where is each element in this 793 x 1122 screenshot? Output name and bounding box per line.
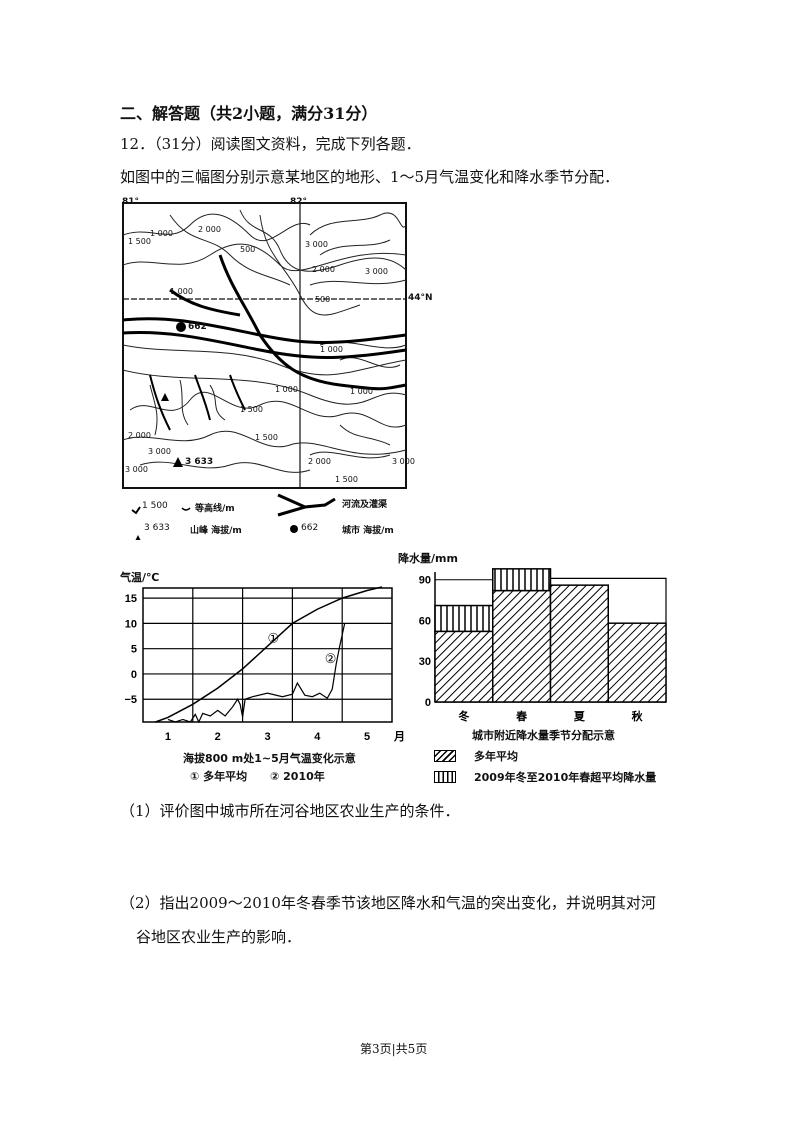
question-header: 12．（31分）阅读图文资料，完成下列各题． — [120, 135, 421, 153]
city-elevation: 662 — [188, 322, 207, 332]
city-marker — [176, 322, 186, 332]
x-tick-label: 3 — [264, 731, 270, 743]
category-label: 春 — [516, 709, 528, 723]
contour-label: 3 000 — [125, 465, 148, 474]
category-label: 秋 — [632, 709, 644, 723]
contour-label: 1 500 — [255, 433, 278, 442]
y-tick-label: 30 — [419, 656, 431, 668]
bar-average — [549, 584, 609, 703]
legend-peak-label: 山峰 海拔/m — [190, 526, 242, 536]
contour-label: 3 000 — [365, 267, 388, 276]
topographic-map: 81° 82° 44°N 1 000 1 500 2 000 3 000 2 0… — [110, 195, 433, 545]
precipitation-plot: 0 30 60 90 冬 春 夏 秋 — [419, 568, 667, 723]
section-title: 二、解答题（共2小题，满分31分） — [120, 104, 378, 123]
precip-ylabel: 降水量/mm — [398, 552, 458, 565]
y-tick-label: 5 — [131, 644, 137, 656]
contour-label: 500 — [240, 245, 256, 254]
y-tick-label: 60 — [419, 615, 431, 627]
bar-excess — [434, 604, 494, 633]
bar-excess — [492, 568, 552, 592]
longitude-82: 82° — [290, 197, 308, 207]
contour-label: 2 000 — [128, 431, 151, 440]
y-tick-label: 10 — [125, 618, 137, 630]
page-footer: 第3页|共5页 — [360, 1042, 428, 1056]
contour-label: 3 000 — [148, 447, 171, 456]
contour-label: 1 000 — [150, 229, 173, 238]
longitude-81: 81° — [122, 197, 140, 207]
bar-average — [492, 589, 552, 703]
plot-frame — [142, 587, 393, 723]
sub-question-1: （1）评价图中城市所在河谷地区农业生产的条件． — [120, 802, 460, 820]
contour-label: 1 500 — [240, 405, 263, 414]
legend-contour-sample: 1 500 — [142, 501, 168, 511]
contour-label: 2 000 — [198, 225, 221, 234]
series-line-2 — [167, 623, 346, 724]
legend-river-label: 河流及灌渠 — [342, 500, 388, 510]
temp-legend-average: ① 多年平均 — [190, 770, 248, 783]
x-axis-unit: 月 — [393, 730, 405, 743]
y-tick-label: 15 — [125, 593, 137, 605]
peak-elevation: 3 633 — [185, 457, 214, 467]
bar-average — [607, 622, 667, 703]
precip-legend-excess: 2009年冬至2010年春超平均降水量 — [474, 771, 657, 784]
bar-average — [434, 630, 494, 703]
contour-label: 1 500 — [335, 475, 358, 484]
series-marker-1: ① — [268, 631, 280, 646]
peak-marker — [173, 457, 183, 467]
contour-label: 1 500 — [128, 237, 151, 246]
latitude-44n: 44°N — [408, 293, 433, 303]
sub-question-2-line2: 谷地区农业生产的影响． — [136, 928, 302, 946]
precip-chart-title: 城市附近降水量季节分配示意 — [472, 729, 615, 742]
map-drawing — [122, 202, 407, 545]
contour-label: 1 000 — [275, 385, 298, 394]
temp-legend-2010: ② 2010年 — [270, 770, 325, 783]
contour-label: 3 000 — [305, 240, 328, 249]
contour-label: 2 000 — [308, 457, 331, 466]
sub-question-2-line1: （2）指出2009～2010年冬春季节该地区降水和气温的突出变化，并说明其对河 — [120, 894, 656, 912]
question-intro: 如图中的三幅图分别示意某地区的地形、1～5月气温变化和降水季节分配． — [120, 168, 620, 186]
contour-label: 3 000 — [392, 457, 415, 466]
contour-label: 2 000 — [312, 265, 335, 274]
y-tick-label: −5 — [124, 694, 137, 706]
y-tick-label: 0 — [131, 669, 137, 681]
y-tick-label: 0 — [425, 697, 431, 709]
y-tick-label: 90 — [419, 575, 431, 587]
contour-label: 1 000 — [320, 345, 343, 354]
legend-peak-sample: 3 633 — [144, 523, 170, 533]
legend-city-label: 城市 海拔/m — [342, 526, 394, 536]
x-tick-label: 2 — [215, 731, 221, 743]
contour-label: 1 000 — [350, 387, 373, 396]
series-line-1 — [155, 586, 383, 723]
temp-chart-title: 海拔800 m处1~5月气温变化示意 — [183, 752, 356, 765]
temp-ylabel: 气温/℃ — [120, 571, 160, 584]
category-label: 夏 — [574, 710, 586, 723]
contour-label: 500 — [315, 295, 331, 304]
legend-swatch-average — [434, 750, 456, 762]
precip-legend-average: 多年平均 — [474, 750, 518, 763]
series-marker-2: ② — [325, 651, 337, 666]
x-tick-label: 4 — [314, 731, 321, 743]
x-tick-label: 5 — [364, 731, 370, 743]
legend-city-sample: 662 — [301, 523, 319, 533]
temperature-plot: 15 10 5 0 −5 1 2 3 4 5 月 ① ② — [124, 586, 405, 743]
contour-label: 1 000 — [170, 287, 193, 296]
category-label: 冬 — [458, 709, 469, 723]
x-tick-label: 1 — [165, 731, 171, 743]
legend-contour-label: 等高线/m — [195, 504, 235, 514]
legend-swatch-excess — [434, 771, 456, 783]
